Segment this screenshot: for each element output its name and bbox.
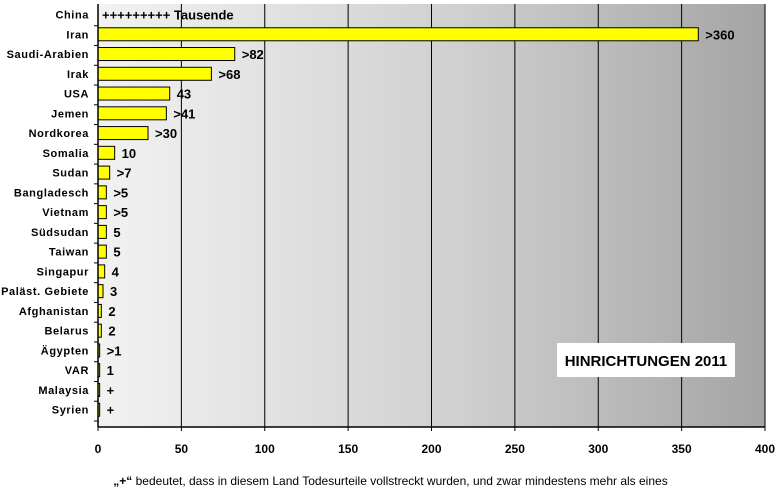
category-label: Jemen (51, 108, 89, 120)
bar (97, 185, 107, 200)
bar (97, 66, 212, 81)
data-label: >5 (113, 185, 128, 200)
category-label: Afghanistan (19, 306, 89, 318)
category-label: Vietnam (42, 207, 89, 219)
bar (97, 86, 171, 101)
bar (97, 145, 116, 160)
bar (97, 27, 699, 42)
data-label: >41 (173, 106, 195, 121)
category-label: Ägypten (41, 344, 89, 357)
footnote-mark: „+“ (113, 474, 133, 488)
category-label: Bangladesch (14, 187, 89, 199)
x-tick-label: 300 (588, 442, 608, 456)
category-label: Taiwan (49, 247, 89, 259)
bar (97, 126, 149, 141)
bar (97, 224, 107, 239)
x-tick-label: 0 (95, 442, 102, 456)
category-label: VAR (65, 365, 89, 377)
data-label: 5 (113, 225, 120, 240)
bars (97, 27, 699, 417)
category-label: Iran (66, 29, 89, 41)
value-labels: +++++++++ Tausende>360>82>6843>41>3010>7… (102, 8, 735, 418)
category-label: Singapur (37, 266, 90, 278)
category-labels: China Iran Saudi-Arabien Irak USA Jemen Nordko… (1, 10, 89, 417)
category-label: Belarus (44, 326, 89, 338)
data-label: >68 (218, 67, 240, 82)
data-label: 43 (177, 87, 191, 102)
data-label: >1 (107, 343, 122, 358)
category-label: Paläst. Gebiete (1, 286, 89, 298)
bar (97, 264, 106, 279)
data-label: 4 (112, 264, 120, 279)
bar (97, 205, 107, 220)
data-label: >82 (242, 47, 264, 62)
category-label: Malaysia (38, 385, 89, 397)
x-tick-label: 150 (338, 442, 358, 456)
bar (97, 47, 236, 62)
data-label: 10 (122, 146, 136, 161)
data-label: +++++++++ Tausende (102, 8, 234, 23)
category-label: Saudi-Arabien (7, 49, 89, 61)
x-tick-label: 50 (175, 442, 189, 456)
x-tick-label: 200 (421, 442, 441, 456)
bar (97, 244, 107, 259)
data-label: >5 (113, 205, 128, 220)
chart-title: HINRICHTUNGEN 2011 (565, 353, 728, 370)
footnote-text: bedeutet, dass in diesem Land Todesurtei… (132, 474, 668, 488)
data-label: >360 (705, 27, 734, 42)
category-label: Somalia (43, 148, 90, 160)
category-label: USA (64, 89, 89, 101)
category-label: Syrien (52, 405, 89, 417)
data-label: 5 (113, 245, 120, 260)
bar (97, 284, 104, 299)
data-label: 2 (108, 324, 115, 339)
category-label: Irak (67, 69, 89, 81)
data-label: + (107, 383, 115, 398)
category-label: China (55, 10, 89, 22)
chart-title-box: HINRICHTUNGEN 2011 (557, 343, 735, 377)
x-axis: 0 50 100 150 200 250 300 350 400 (94, 4, 775, 456)
x-tick-label: 100 (255, 442, 275, 456)
data-label: 1 (107, 363, 114, 378)
bar (97, 165, 111, 180)
category-label: Nordkorea (29, 128, 90, 140)
data-label: >7 (117, 166, 132, 181)
category-label: Sudan (52, 168, 89, 180)
data-label: 3 (110, 284, 117, 299)
x-tick-label: 250 (505, 442, 525, 456)
data-label: 2 (108, 304, 115, 319)
data-label: + (107, 403, 115, 418)
footnote: „+“ bedeutet, dass in diesem Land Todesu… (0, 474, 781, 488)
bar (97, 106, 167, 121)
data-label: >30 (155, 126, 177, 141)
category-label: Südsudan (31, 227, 89, 239)
x-tick-label: 400 (755, 442, 775, 456)
x-tick-label: 350 (672, 442, 692, 456)
